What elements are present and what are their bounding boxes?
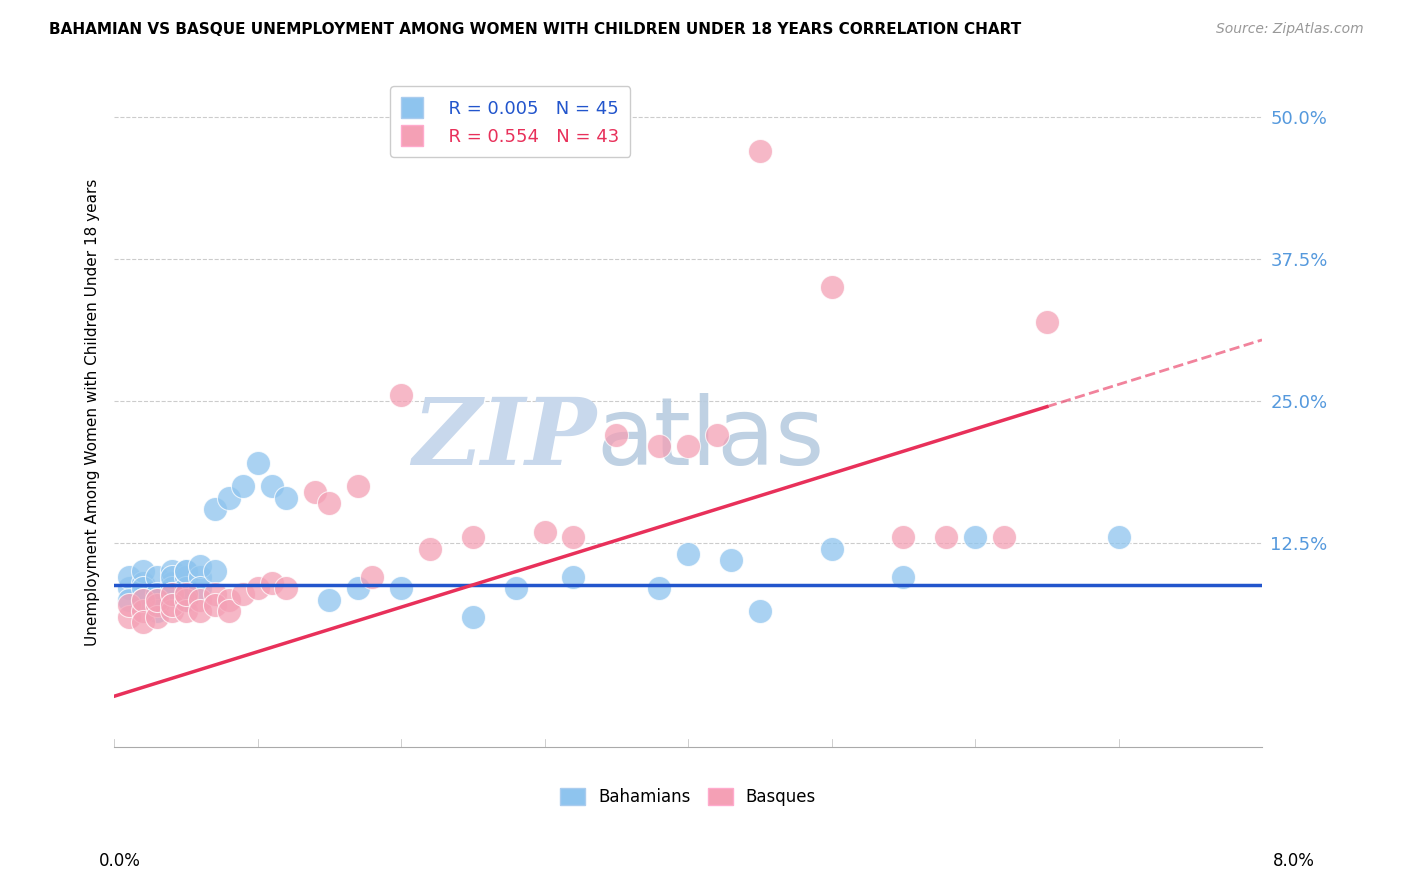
Point <box>318 496 340 510</box>
Point <box>174 592 197 607</box>
Point <box>117 582 139 596</box>
Point <box>505 582 527 596</box>
Point <box>246 457 269 471</box>
Point <box>260 575 283 590</box>
Point <box>160 570 183 584</box>
Point <box>461 609 484 624</box>
Point <box>720 553 742 567</box>
Point <box>132 592 155 607</box>
Point <box>318 592 340 607</box>
Text: atlas: atlas <box>596 393 824 485</box>
Point <box>204 599 226 613</box>
Point <box>260 479 283 493</box>
Text: 0.0%: 0.0% <box>98 852 141 870</box>
Point <box>117 592 139 607</box>
Point <box>389 388 412 402</box>
Point <box>117 609 139 624</box>
Point <box>276 582 298 596</box>
Point <box>218 604 240 618</box>
Point <box>246 582 269 596</box>
Point <box>174 565 197 579</box>
Y-axis label: Unemployment Among Women with Children Under 18 years: Unemployment Among Women with Children U… <box>86 178 100 646</box>
Point <box>965 530 987 544</box>
Point <box>1036 314 1059 328</box>
Point <box>160 599 183 613</box>
Point <box>160 582 183 596</box>
Text: BAHAMIAN VS BASQUE UNEMPLOYMENT AMONG WOMEN WITH CHILDREN UNDER 18 YEARS CORRELA: BAHAMIAN VS BASQUE UNEMPLOYMENT AMONG WO… <box>49 22 1022 37</box>
Point <box>132 604 155 618</box>
Point <box>204 587 226 601</box>
Point <box>218 491 240 505</box>
Point <box>160 604 183 618</box>
Point <box>232 479 254 493</box>
Point <box>117 570 139 584</box>
Text: 8.0%: 8.0% <box>1272 852 1315 870</box>
Point <box>676 547 699 561</box>
Point <box>188 604 211 618</box>
Point <box>1108 530 1130 544</box>
Point <box>935 530 957 544</box>
Point <box>188 570 211 584</box>
Point <box>748 145 770 159</box>
Point <box>174 604 197 618</box>
Point <box>174 582 197 596</box>
Point <box>174 570 197 584</box>
Point <box>146 592 169 607</box>
Point <box>188 582 211 596</box>
Point <box>188 592 211 607</box>
Point <box>304 484 326 499</box>
Point <box>276 491 298 505</box>
Point <box>146 609 169 624</box>
Point <box>132 582 155 596</box>
Point <box>232 587 254 601</box>
Legend: Bahamians, Basques: Bahamians, Basques <box>554 781 823 813</box>
Point <box>389 582 412 596</box>
Point <box>605 428 627 442</box>
Point <box>461 530 484 544</box>
Point <box>218 592 240 607</box>
Point <box>891 570 914 584</box>
Point <box>419 541 441 556</box>
Point <box>562 570 585 584</box>
Point <box>146 599 169 613</box>
Text: ZIP: ZIP <box>412 394 596 484</box>
Point <box>174 565 197 579</box>
Point <box>160 587 183 601</box>
Point <box>146 592 169 607</box>
Point <box>146 587 169 601</box>
Point <box>891 530 914 544</box>
Point <box>706 428 728 442</box>
Point <box>748 604 770 618</box>
Point <box>174 587 197 601</box>
Point <box>160 565 183 579</box>
Point <box>347 582 370 596</box>
Point <box>347 479 370 493</box>
Point <box>204 565 226 579</box>
Point <box>820 280 842 294</box>
Point <box>132 615 155 630</box>
Point <box>648 582 671 596</box>
Point <box>132 565 155 579</box>
Point <box>117 599 139 613</box>
Point <box>160 575 183 590</box>
Point <box>993 530 1015 544</box>
Point <box>820 541 842 556</box>
Point <box>160 587 183 601</box>
Point <box>533 524 555 539</box>
Point <box>648 440 671 454</box>
Point <box>204 502 226 516</box>
Point <box>132 592 155 607</box>
Point <box>562 530 585 544</box>
Point <box>146 570 169 584</box>
Point <box>188 558 211 573</box>
Point <box>676 440 699 454</box>
Point <box>146 604 169 618</box>
Point <box>132 575 155 590</box>
Text: Source: ZipAtlas.com: Source: ZipAtlas.com <box>1216 22 1364 37</box>
Point <box>361 570 384 584</box>
Point <box>174 592 197 607</box>
